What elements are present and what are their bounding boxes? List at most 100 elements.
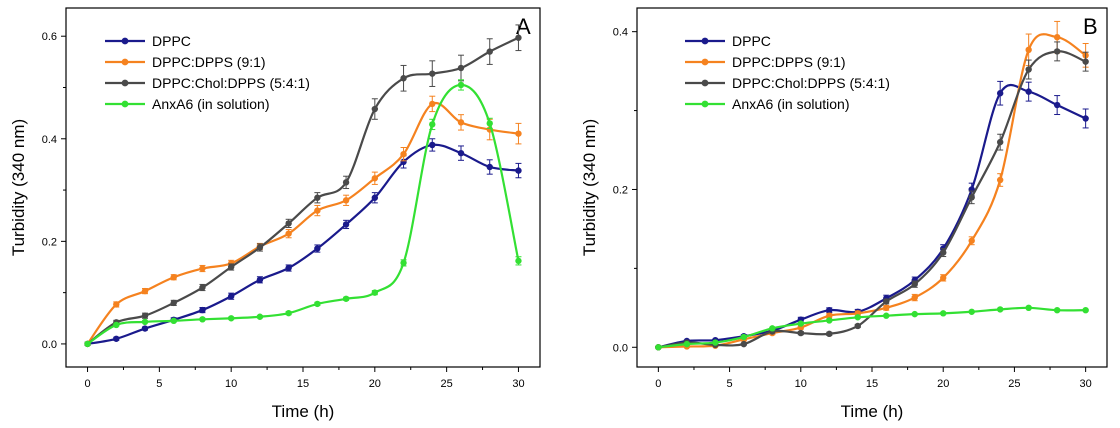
data-point [655,344,662,351]
series-line [86,101,519,345]
data-point [883,312,890,319]
data-point [769,325,776,332]
legend-label: DPPC:DPPS (9:1) [732,54,846,70]
data-point [256,313,264,320]
y-tick-label: 0.0 [42,339,57,351]
legend-marker [701,79,709,87]
y-axis-title: Turbidity (340 nm) [9,119,28,256]
data-point [429,141,436,149]
data-point [113,321,120,329]
data-point [797,329,804,337]
data-point [400,75,407,82]
data-point [429,70,436,77]
data-point [457,81,465,89]
legend-marker [121,58,129,66]
data-point [256,244,264,251]
data-point [314,194,321,201]
data-point [826,317,833,324]
data-point [740,333,748,341]
legend-marker [121,37,129,45]
legend-label: AnxA6 (in solution) [732,96,850,112]
y-tick-label: 0.4 [613,27,628,39]
y-tick-label: 0.6 [42,31,57,43]
data-point [996,176,1004,184]
data-point [141,287,149,295]
data-point [199,265,206,272]
x-tick-label: 15 [866,378,878,390]
data-point [940,274,947,282]
data-point [342,221,350,228]
series-2 [84,24,522,348]
data-point [515,34,522,41]
chart-panel-a: 0 5 10 15 20 25 30 0.0 0.2 0.4 0.6 Time (h) Turbidit… [9,7,541,421]
data-point [826,306,833,314]
data-point [1082,58,1089,65]
data-point [968,194,975,201]
data-point [1025,66,1032,73]
data-point [996,138,1004,146]
data-point [515,167,522,174]
x-axis-title: Time (h) [841,402,904,421]
data-point [486,163,493,171]
series-2 [655,41,1089,351]
series-1 [655,20,1089,351]
series-3 [655,304,1089,351]
data-point [141,312,149,319]
data-point [826,312,833,319]
data-point [199,306,206,314]
data-point [285,264,292,272]
data-point [84,340,91,348]
legend: DPPC DPPC:DPPS (9:1) DPPC:Chol:DPPS (5:4:1… [105,33,310,112]
data-point [400,259,407,267]
data-point [968,308,975,315]
y-tick-label: 0.4 [42,134,57,146]
x-tick-label: 0 [84,378,90,390]
legend-label: DPPC:DPPS (9:1) [152,54,266,70]
data-point [1053,33,1061,41]
series-line [658,306,1086,349]
legend-label: DPPC:Chol:DPPS (5:4:1) [152,75,310,91]
x-tick-label: 30 [512,378,524,390]
data-point [911,280,918,288]
data-point [854,314,861,321]
legend-marker [121,100,129,108]
y-tick-label: 0.2 [613,184,628,196]
data-point [996,306,1004,313]
data-point [400,150,407,158]
series-line [658,50,1087,349]
legend: DPPC DPPC:DPPS (9:1) DPPC:Chol:DPPS (5:4:1… [685,33,890,112]
data-point [797,320,804,327]
y-tick-label: 0.2 [42,236,57,248]
x-tick-label: 10 [225,378,237,390]
series-0 [84,138,522,348]
data-point [457,149,465,157]
data-point [170,274,177,281]
series-line [87,143,519,346]
data-point [1082,115,1089,122]
legend-label: DPPC [732,33,771,49]
data-point [227,263,235,271]
x-tick-label: 30 [1080,378,1092,390]
data-point [1053,101,1061,109]
x-tick-label: 5 [156,378,162,390]
legend-marker [701,37,709,45]
data-point [342,179,350,186]
y-tick-label: 0.0 [613,342,628,354]
legend-label: AnxA6 (in solution) [152,96,270,112]
data-point [883,298,890,305]
data-point [740,340,748,348]
data-point [170,317,177,325]
x-tick-label: 0 [655,378,661,390]
data-point [371,194,379,201]
data-point [1025,304,1032,312]
data-point [940,310,947,317]
legend-label: DPPC [152,33,191,49]
data-point [911,310,918,318]
series-line [658,83,1087,349]
data-point [342,295,350,302]
data-point [996,90,1004,97]
x-tick-label: 10 [795,378,807,390]
x-tick-label: 25 [441,378,453,390]
data-point [515,257,522,265]
